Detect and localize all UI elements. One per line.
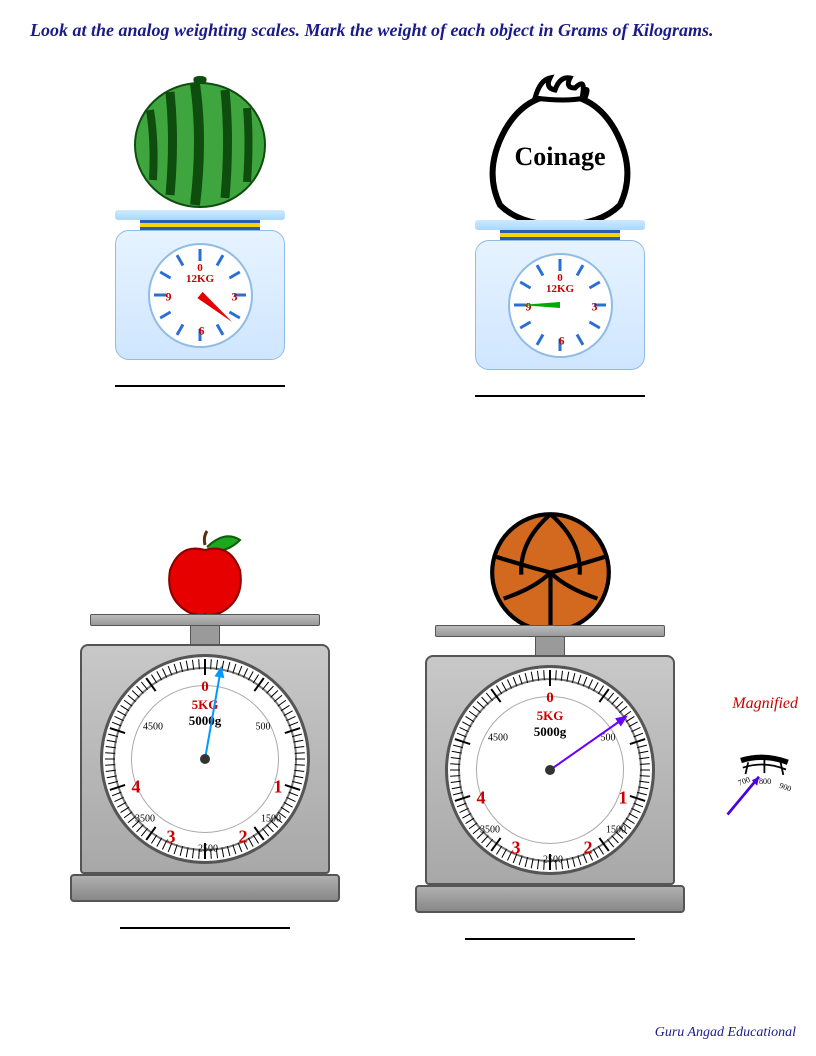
answer-line-3[interactable] bbox=[120, 927, 290, 929]
dial-apple: 0 5KG 5000g 1 2 3 4 500 1500 2500 3500 4… bbox=[100, 654, 310, 864]
magnified-inset-icon: 700 800 900 bbox=[714, 740, 804, 835]
instruction-text: Look at the analog weighting scales. Mar… bbox=[30, 20, 786, 41]
cell-watermelon: 012KG 3 6 9 bbox=[80, 70, 320, 387]
cell-apple: 0 5KG 5000g 1 2 3 4 500 1500 2500 3500 4… bbox=[55, 525, 355, 929]
svg-text:700: 700 bbox=[737, 775, 751, 788]
kitchen-scale-2: 012KG 3 6 9 bbox=[460, 220, 660, 370]
volleyball-icon bbox=[488, 510, 613, 635]
footer-credit: Guru Angad Educational bbox=[655, 1025, 796, 1041]
svg-text:900: 900 bbox=[778, 781, 792, 794]
dial-watermelon: 012KG 3 6 9 bbox=[148, 243, 253, 348]
dial-coinage: 012KG 3 6 9 bbox=[508, 253, 613, 358]
coinage-bag-icon: Coinage bbox=[465, 70, 655, 230]
gray-scale-2: 0 5KG 5000g 1 2 3 4 500 1500 2500 3500 4… bbox=[415, 625, 685, 913]
gray-scale-1: 0 5KG 5000g 1 2 3 4 500 1500 2500 3500 4… bbox=[70, 614, 340, 902]
magnified-label: Magnified bbox=[732, 695, 798, 713]
dial-ball: 0 5KG 5000g 1 2 3 4 500 1500 2500 3500 4… bbox=[445, 665, 655, 875]
kitchen-scale-1: 012KG 3 6 9 bbox=[100, 210, 300, 360]
apple-icon bbox=[155, 525, 255, 620]
cell-coinage: Coinage 012KG 3 6 9 bbox=[440, 70, 680, 397]
answer-line-4[interactable] bbox=[465, 938, 635, 940]
answer-line-1[interactable] bbox=[115, 385, 285, 387]
watermelon-icon bbox=[125, 70, 275, 210]
cell-ball: 0 5KG 5000g 1 2 3 4 500 1500 2500 3500 4… bbox=[400, 510, 700, 940]
svg-text:800: 800 bbox=[759, 777, 771, 786]
bag-label: Coinage bbox=[515, 142, 606, 171]
answer-line-2[interactable] bbox=[475, 395, 645, 397]
